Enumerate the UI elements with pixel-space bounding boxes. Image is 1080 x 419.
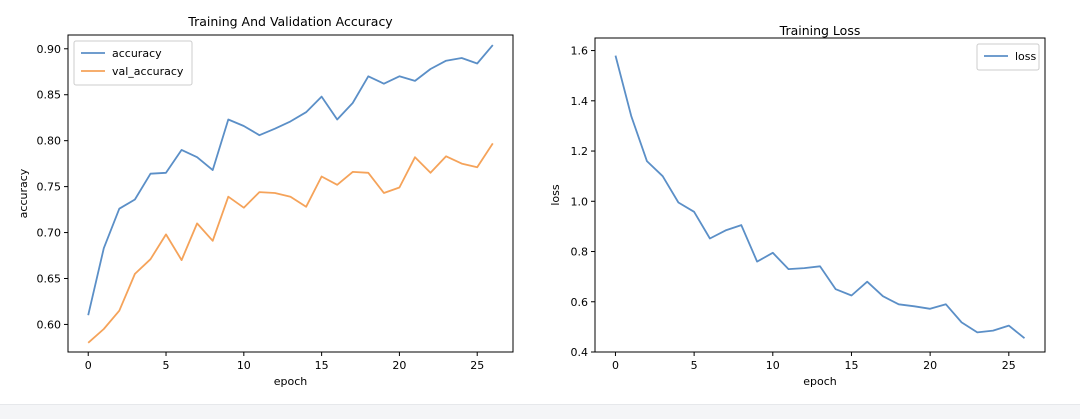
series-line-accuracy bbox=[87, 44, 494, 316]
y-tick-label: 0.6 bbox=[571, 296, 589, 309]
legend-label: accuracy bbox=[112, 47, 162, 60]
x-axis-label: epoch bbox=[274, 375, 308, 388]
chart-panel-1: 0 5 10 15 20 25 0.60 0.65 0.70 0.75 0.80 0.85 0.90 Tr… bbox=[17, 14, 514, 388]
chart-title: Training And Validation Accuracy bbox=[187, 14, 393, 29]
y-tick-label: 0.8 bbox=[571, 246, 589, 259]
chart-title: Training Loss bbox=[779, 23, 861, 38]
bottom-strip bbox=[0, 404, 1080, 419]
x-tick-label: 25 bbox=[1002, 359, 1016, 372]
legend: loss bbox=[976, 43, 1040, 71]
y-axis-label: loss bbox=[549, 184, 562, 206]
y-tick-label: 0.75 bbox=[37, 181, 62, 194]
series-line-val_accuracy bbox=[87, 142, 494, 344]
y-tick-label: 1.2 bbox=[571, 145, 589, 158]
x-tick-label: 15 bbox=[844, 359, 858, 372]
series-line-loss bbox=[614, 55, 1026, 339]
legend: accuracy val_accuracy bbox=[73, 40, 193, 86]
y-tick-label: 0.4 bbox=[571, 346, 589, 359]
x-tick-label: 10 bbox=[237, 359, 251, 372]
y-tick-label: 0.65 bbox=[37, 272, 62, 285]
x-tick-label: 0 bbox=[85, 359, 92, 372]
x-tick-label: 5 bbox=[163, 359, 170, 372]
x-tick-label: 0 bbox=[612, 359, 619, 372]
y-tick-label: 0.70 bbox=[37, 227, 62, 240]
legend-box bbox=[976, 43, 1040, 71]
x-tick-label: 25 bbox=[470, 359, 484, 372]
y-tick-label: 0.85 bbox=[37, 89, 62, 102]
x-tick-label: 20 bbox=[392, 359, 406, 372]
plot-frame bbox=[594, 37, 1046, 353]
legend-label: val_accuracy bbox=[112, 65, 184, 78]
y-tick-label: 0.60 bbox=[37, 318, 62, 331]
legend-box bbox=[73, 40, 193, 86]
y-axis-label: accuracy bbox=[17, 168, 30, 218]
y-tick-label: 1.4 bbox=[571, 95, 589, 108]
y-tick-label: 0.90 bbox=[37, 43, 62, 56]
x-axis-label: epoch bbox=[803, 375, 837, 388]
plot-frame bbox=[67, 34, 514, 353]
chart-panel-2: 0 5 10 15 20 25 0.4 0.6 0.8 1.0 1.2 1.4 1.6 Training … bbox=[549, 23, 1046, 388]
y-tick-label: 1.0 bbox=[571, 195, 589, 208]
x-tick-label: 20 bbox=[923, 359, 937, 372]
y-tick-label: 1.6 bbox=[571, 45, 589, 58]
x-tick-label: 5 bbox=[691, 359, 698, 372]
x-tick-label: 10 bbox=[766, 359, 780, 372]
legend-label: loss bbox=[1015, 50, 1037, 63]
x-tick-label: 15 bbox=[315, 359, 329, 372]
y-tick-label: 0.80 bbox=[37, 135, 62, 148]
